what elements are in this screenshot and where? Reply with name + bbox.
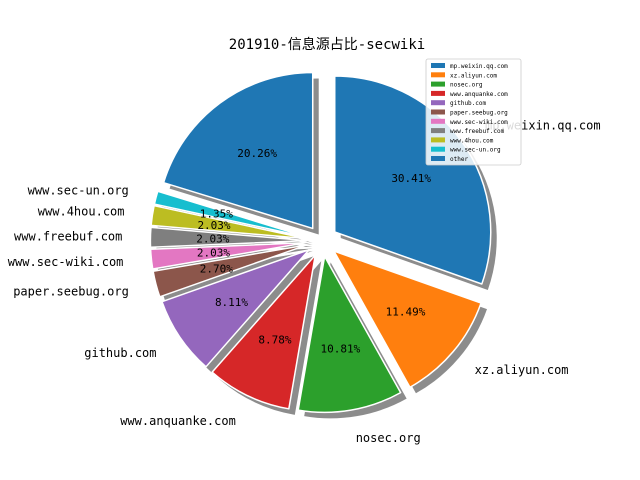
pie-slice-www-sec-wiki-com — [149, 241, 308, 270]
pie-slice-www-freebuf-com — [149, 226, 308, 248]
pie-slice-other — [162, 71, 314, 230]
chart-legend: mp.weixin.qq.com xz.aliyun.com nosec.org ww… — [425, 58, 522, 166]
pie-slice-www-sec-un-org — [153, 190, 308, 238]
legend-label-www-4hou-com: www.4hou.com — [450, 137, 494, 144]
legend-label-xz-aliyun-com: xz.aliyun.com — [450, 72, 497, 79]
legend-swatch-mp-weixin-qq-com — [431, 63, 445, 68]
slice-label-www-sec-un-org: www.sec-un.org — [28, 184, 129, 198]
legend-label-www-sec-wiki-com: www.sec-wiki.com — [450, 119, 508, 126]
legend-label-www-sec-un-org: www.sec-un.org — [450, 147, 501, 154]
slice-label-nosec-org: nosec.org — [356, 431, 421, 445]
slice-label-xz-aliyun-com: xz.aliyun.com — [475, 363, 569, 377]
slice-label-www-anquanke-com: www.anquanke.com — [120, 414, 236, 428]
legend-swatch-www-sec-un-org — [431, 146, 445, 152]
pie-slices — [149, 71, 492, 414]
legend-swatch-www-4hou-com — [431, 137, 445, 143]
slice-percent-mp-weixin-qq-com: 30.41% — [391, 172, 431, 185]
pie-slice-nosec-org — [297, 255, 402, 414]
slice-percent-www-freebuf-com: 2.03% — [196, 233, 229, 246]
slice-percent-nosec-org: 10.81% — [321, 343, 361, 356]
slice-label-www-sec-wiki-com: www.sec-wiki.com — [8, 255, 124, 269]
legend-swatch-www-sec-wiki-com — [431, 118, 445, 124]
legend-label-github-com: github.com — [450, 100, 487, 107]
legend-label-other: other — [450, 156, 468, 163]
legend-swatch-nosec-org — [431, 81, 445, 87]
slice-percent-www-4hou-com: 2.03% — [197, 219, 230, 232]
slice-percent-www-sec-wiki-com: 2.03% — [197, 247, 230, 260]
legend-label-mp-weixin-qq-com: mp.weixin.qq.com — [450, 63, 508, 70]
legend-swatch-github-com — [431, 100, 445, 106]
slice-label-www-freebuf-com: www.freebuf.com — [14, 230, 122, 244]
pie-slice-paper-seebug-org — [152, 244, 308, 298]
legend-label-www-anquanke-com: www.anquanke.com — [450, 91, 508, 98]
legend-label-www-freebuf-com: www.freebuf.com — [450, 128, 505, 135]
legend-label-nosec-org: nosec.org — [450, 82, 483, 89]
slice-percent-www-sec-un-org: 1.35% — [200, 207, 233, 220]
legend-swatch-www-anquanke-com — [431, 90, 445, 96]
slice-label-github-com: github.com — [84, 346, 156, 360]
chart-title: 201910-信息源占比-secwiki — [229, 36, 425, 53]
slice-label-www-4hou-com: www.4hou.com — [38, 204, 125, 218]
legend-frame — [425, 58, 522, 166]
legend-swatch-www-freebuf-com — [431, 128, 445, 134]
legend-label-paper-seebug-org: paper.seebug.org — [450, 110, 508, 117]
slice-percent-paper-seebug-org: 2.70% — [200, 263, 233, 276]
slice-percent-xz-aliyun-com: 11.49% — [386, 305, 426, 318]
slice-percent-other: 20.26% — [237, 147, 277, 160]
slice-percent-www-anquanke-com: 8.78% — [258, 334, 291, 347]
pie-slice-xz-aliyun-com — [333, 250, 482, 389]
slice-label-paper-seebug-org: paper.seebug.org — [13, 284, 129, 298]
legend-swatch-other — [431, 156, 445, 161]
pie-slice-github-com — [161, 248, 310, 368]
slice-percent-github-com: 8.11% — [215, 296, 248, 309]
pie-slice-www-4hou-com — [150, 204, 308, 240]
pie-slice-www-anquanke-com — [211, 254, 317, 410]
legend-swatch-paper-seebug-org — [431, 109, 445, 115]
slice-percent-labels: 30.41%11.49%10.81%8.78%8.11%2.70%2.03%2.… — [196, 147, 431, 355]
legend-swatch-xz-aliyun-com — [431, 72, 445, 78]
slice-outer-labels: mp.weixin.qq.comxz.aliyun.comnosec.orgww… — [8, 119, 601, 445]
